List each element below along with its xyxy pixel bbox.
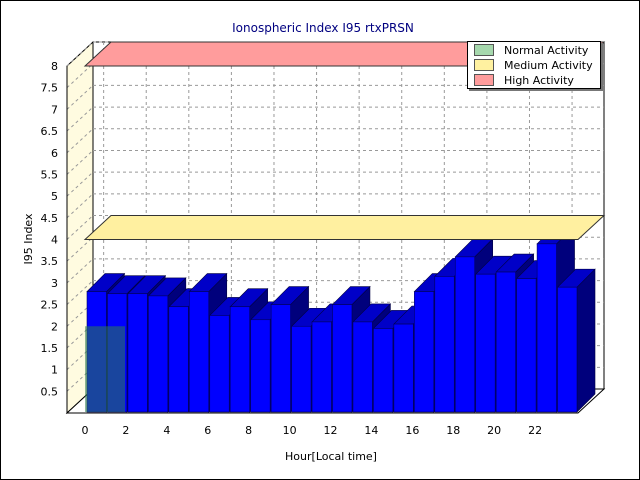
y-tick-label: 0.5 (41, 385, 59, 398)
medium-activity-band (83, 215, 606, 240)
x-tick-label: 2 (122, 424, 129, 437)
legend-swatch-medium (474, 59, 494, 71)
bar-front (209, 315, 230, 413)
legend-label-high: High Activity (504, 73, 574, 87)
y-tick-label: 1 (51, 364, 58, 377)
bar-front (352, 321, 373, 413)
bar-front (393, 323, 414, 413)
x-tick-label: 4 (163, 424, 170, 437)
bar (556, 268, 596, 413)
y-tick-label: 7 (51, 103, 58, 116)
x-tick-label: 10 (283, 424, 297, 437)
y-tick-label: 7.5 (41, 82, 59, 95)
x-tick-label: 16 (405, 424, 419, 437)
x-tick-label: 20 (487, 424, 501, 437)
bar-front (311, 321, 332, 413)
y-tick-label: 6.5 (41, 125, 59, 138)
y-tick-label: 8 (51, 60, 58, 73)
legend-item-normal: Normal Activity (474, 43, 588, 57)
bar-front (229, 306, 250, 413)
y-tick-label: 3.5 (41, 255, 59, 268)
bar-front (250, 319, 271, 413)
x-tick-label: 0 (82, 424, 89, 437)
bar-front (148, 295, 169, 413)
bar-front (188, 291, 210, 413)
bar-front (291, 325, 312, 413)
bar-side (576, 268, 596, 413)
legend-swatch-normal (474, 44, 494, 56)
legend-item-high: High Activity (474, 73, 574, 87)
y-tick-label: 4.5 (41, 212, 59, 225)
y-tick-label: 4 (51, 234, 58, 247)
y-tick-label: 5.5 (41, 168, 59, 181)
y-tick-label: 2.5 (41, 299, 59, 312)
x-tick-label: 8 (245, 424, 252, 437)
legend-swatch-high (474, 74, 494, 86)
bar-front (454, 256, 476, 413)
x-tick-label: 6 (204, 424, 211, 437)
x-axis-label: Hour[Local time] (285, 450, 377, 463)
x-tick-label: 18 (446, 424, 460, 437)
normal-activity-band (85, 326, 125, 412)
bar-front (495, 271, 516, 413)
legend-item-medium: Medium Activity (474, 58, 593, 72)
bar-front (536, 243, 557, 413)
bar-front (168, 306, 189, 413)
bar-front (557, 286, 578, 413)
bar-front (414, 291, 435, 413)
y-tick-label: 3 (51, 277, 58, 290)
activity-band-front (83, 215, 606, 412)
y-axis-label: I95 Index (22, 213, 35, 265)
bar-front (516, 278, 537, 413)
chart-title: Ionospheric Index I95 rtxPRSN (232, 21, 414, 35)
y-tick-label: 5 (51, 190, 58, 203)
x-tick-label: 14 (364, 424, 378, 437)
y-tick-label: 6 (51, 147, 58, 160)
x-tick-label: 12 (324, 424, 338, 437)
legend: Normal Activity Medium Activity High Act… (467, 41, 601, 89)
y-tick-label: 2 (51, 320, 58, 333)
legend-label-medium: Medium Activity (504, 58, 593, 72)
y-tick-label: 1.5 (41, 342, 59, 355)
x-tick-label: 22 (528, 424, 542, 437)
bar-front (127, 293, 148, 413)
bar-front (270, 304, 291, 413)
bar-front (373, 328, 394, 413)
legend-label-normal: Normal Activity (504, 43, 589, 57)
bar-front (332, 304, 353, 413)
bar-front (475, 273, 496, 413)
axes: 0.5 1 1.5 2 2.5 3 3.5 4 4.5 5 5.5 6 6.5 7 7.5 8 0 2 4 6 8 10 1… (41, 60, 543, 437)
bar-front (434, 276, 455, 413)
